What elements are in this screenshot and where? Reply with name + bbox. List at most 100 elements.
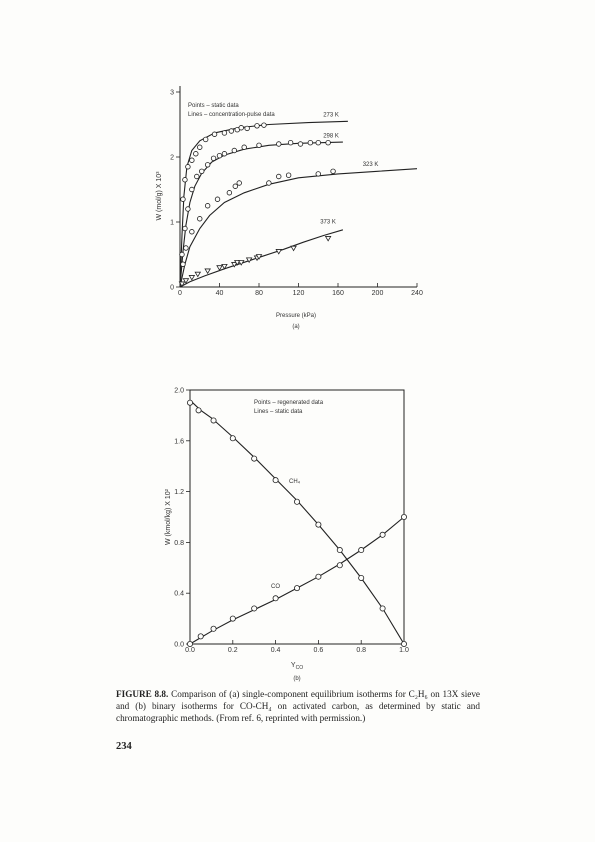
data-point — [232, 183, 238, 189]
data-point — [228, 128, 235, 134]
data-point — [186, 641, 193, 648]
data-point — [256, 142, 262, 148]
data-point — [182, 225, 188, 232]
x-tick-label: 0.8 — [356, 647, 366, 654]
y-tick-label: 1.6 — [174, 438, 184, 445]
data-point — [182, 177, 188, 183]
data-point — [189, 229, 195, 235]
data-point — [297, 141, 304, 147]
data-point — [180, 196, 186, 202]
series-label: 373 K — [320, 219, 336, 225]
data-point — [336, 547, 343, 554]
data-point — [179, 251, 185, 258]
data-point — [211, 131, 218, 137]
y-tick-label: 0 — [170, 285, 174, 292]
series-label: 273 K — [323, 113, 339, 119]
data-point — [290, 245, 297, 252]
data-point — [233, 260, 241, 266]
series-label-co: CO — [271, 584, 280, 590]
x-tick-label: 120 — [293, 290, 305, 297]
data-point — [221, 263, 228, 270]
data-point — [214, 196, 221, 202]
data-point — [210, 155, 217, 161]
data-point — [194, 173, 200, 180]
data-point — [185, 164, 191, 170]
panel-b-axes: 0.0 0.2 0.4 0.6 0.8 1.0 0.0 0.4 0.8 1.2 1.6 2.0 — [174, 388, 409, 655]
data-point — [245, 257, 253, 264]
data-point — [229, 435, 236, 442]
series-line — [179, 120, 348, 288]
panel-a-chart: 0 40 80 120 160 200 240 0 1 2 3 Points – static da… — [156, 86, 423, 330]
data-point — [358, 574, 365, 581]
data-point — [210, 625, 217, 632]
x-tick-label: 240 — [411, 290, 423, 297]
data-point — [183, 245, 189, 251]
series-line — [189, 399, 405, 645]
data-point — [330, 168, 336, 174]
series-line — [179, 229, 344, 288]
panel-b-ylabel: W (kmol/kg) X 10² — [165, 488, 172, 545]
panel-b-points — [186, 399, 407, 648]
data-point — [254, 123, 260, 129]
x-tick-label: 1.0 — [399, 647, 409, 654]
panel-a-label: (a) — [292, 324, 299, 330]
series-line — [179, 141, 343, 288]
data-point — [204, 162, 211, 168]
data-point — [229, 615, 236, 622]
data-point — [194, 271, 202, 278]
data-point — [400, 514, 407, 521]
data-point — [188, 275, 196, 281]
y-tick-label: 2 — [170, 155, 174, 162]
data-point — [195, 407, 202, 414]
data-point — [266, 180, 272, 186]
legend-entry-lines: Lines – static data — [254, 409, 303, 415]
data-point — [180, 261, 186, 267]
legend-entry-points: Points – static data — [188, 103, 239, 109]
data-point — [182, 278, 190, 284]
y-tick-label: 0.4 — [174, 591, 184, 598]
data-point — [336, 562, 343, 569]
legend-entry-points: Points – regenerated data — [254, 400, 324, 406]
data-point — [199, 168, 205, 174]
figure-caption-text: Comparison of (a) single-component equil… — [116, 689, 480, 724]
data-point — [315, 171, 321, 177]
panel-a-points — [178, 122, 336, 288]
data-point — [315, 139, 321, 146]
x-tick-label: 200 — [372, 290, 384, 297]
x-tick-label: 160 — [332, 290, 344, 297]
data-point — [272, 595, 279, 602]
series-line — [189, 516, 405, 645]
data-point — [238, 125, 244, 131]
data-point — [325, 139, 331, 146]
y-tick-label: 2.0 — [174, 388, 184, 395]
panel-a-series-labels: 273 K 298 K 323 K 373 K — [320, 113, 378, 226]
data-point — [237, 260, 245, 266]
series-label-ch4: CH₄ — [289, 479, 301, 485]
legend-entry-lines: Lines – concentration-pulse data — [188, 112, 275, 118]
data-point — [276, 173, 282, 180]
panel-a-xlabel: Pressure (kPa) — [276, 313, 316, 319]
data-point — [202, 136, 209, 143]
data-point — [275, 249, 283, 255]
x-tick-label: 0.4 — [271, 647, 281, 654]
x-tick-label: 0.6 — [314, 647, 324, 654]
data-point — [307, 139, 314, 146]
y-tick-label: 0.8 — [174, 540, 184, 547]
data-point — [251, 605, 258, 612]
data-point — [189, 186, 195, 193]
data-point — [231, 147, 238, 154]
data-point — [193, 151, 199, 157]
series-label: 323 K — [363, 162, 379, 168]
data-point — [210, 417, 217, 424]
data-point — [255, 254, 263, 260]
data-point — [216, 265, 223, 271]
data-point — [197, 216, 203, 222]
data-point — [204, 268, 211, 275]
x-tick-label: 40 — [216, 290, 224, 297]
data-point — [261, 122, 267, 128]
data-point — [204, 203, 211, 209]
data-point — [293, 585, 300, 592]
figure-caption: FIGURE 8.8. Comparison of (a) single-com… — [116, 688, 480, 725]
series-label: 298 K — [323, 134, 339, 140]
data-point — [315, 573, 322, 580]
